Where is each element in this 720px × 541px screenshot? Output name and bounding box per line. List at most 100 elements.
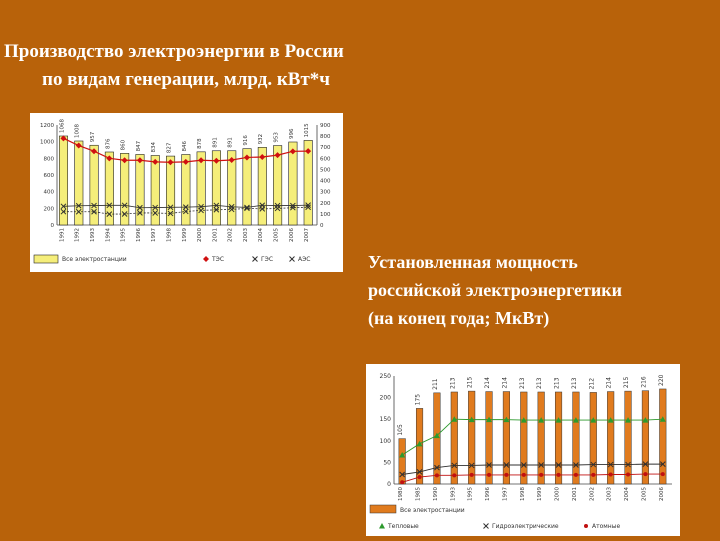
data-point — [106, 202, 113, 209]
main-title-line-1: Производство электроэнергии в России — [4, 41, 344, 62]
x-tick-label: 2000 — [197, 228, 203, 242]
data-point — [487, 472, 492, 477]
data-point — [91, 202, 97, 209]
bar — [659, 388, 667, 485]
x-tick-label: 2004 — [624, 487, 630, 501]
bar — [150, 155, 160, 226]
left-tick-label: 1000 — [40, 140, 54, 146]
left-tick-label: 1200 — [40, 123, 54, 129]
x-tick-label: 2000 — [555, 487, 561, 501]
bar-label: 834 — [151, 142, 157, 153]
bar-label: 847 — [136, 140, 142, 151]
bar-label: 860 — [121, 139, 127, 150]
data-point — [503, 462, 510, 468]
data-point — [243, 154, 250, 161]
bar — [211, 150, 221, 226]
bar-label: 213 — [554, 377, 561, 389]
x-tick-label: 1996 — [485, 487, 491, 501]
data-point — [399, 452, 406, 458]
data-point — [137, 204, 143, 211]
data-point — [486, 462, 492, 468]
legend-marker — [252, 256, 258, 262]
main-title: Производство электроэнергии в России по … — [4, 38, 474, 94]
data-point — [274, 152, 281, 159]
legend-label: Гидроэлектрические — [492, 523, 559, 530]
y-tick-label: 150 — [380, 416, 392, 423]
y-tick-label: 0 — [387, 481, 391, 488]
legend-label: ГЭС — [261, 256, 273, 263]
bar-label: 957 — [90, 131, 96, 142]
bar-label: 916 — [243, 135, 249, 146]
x-tick-label: 1995 — [121, 228, 127, 242]
data-point — [520, 417, 527, 423]
data-point — [289, 204, 296, 211]
data-point — [504, 472, 509, 477]
data-point — [167, 210, 174, 217]
data-point — [590, 417, 597, 423]
y-tick-label: 250 — [380, 373, 392, 380]
left-tick-label: 600 — [44, 173, 55, 179]
bar — [303, 140, 313, 226]
data-point — [625, 461, 631, 468]
series-line — [401, 418, 663, 456]
bar-label: 891 — [212, 137, 218, 148]
data-point — [259, 154, 266, 160]
bar-label: 214 — [501, 377, 508, 389]
legend-marker — [289, 256, 295, 262]
legend-label: Все электростанции — [400, 507, 465, 514]
bar-label: 211 — [432, 378, 439, 390]
x-tick-label: 2006 — [289, 228, 295, 242]
left-tick-label: 800 — [44, 156, 55, 162]
legend-marker — [584, 524, 588, 528]
data-point — [433, 432, 440, 439]
capacity-title-line-2: российской электроэнергетики — [368, 280, 622, 300]
data-point — [106, 211, 113, 217]
bar — [273, 145, 283, 226]
bar-label: 214 — [484, 377, 491, 389]
data-point — [244, 205, 250, 212]
bar-label: 213 — [536, 377, 543, 389]
bar — [485, 391, 493, 485]
data-point — [503, 416, 510, 423]
right-tick-label: 300 — [320, 190, 331, 196]
data-point — [106, 155, 113, 162]
right-tick-label: 800 — [320, 134, 331, 140]
data-point — [75, 208, 82, 215]
left-tick-label: 0 — [51, 223, 55, 229]
data-point — [60, 203, 67, 210]
data-point — [198, 157, 205, 164]
data-point — [121, 211, 128, 217]
data-point — [608, 472, 613, 477]
bar-label: 878 — [197, 138, 203, 149]
bar — [104, 151, 114, 226]
data-point — [121, 202, 128, 209]
legend-label: Тепловые — [387, 523, 419, 530]
data-point — [434, 464, 440, 471]
data-point — [182, 208, 189, 215]
data-point — [289, 148, 296, 155]
main-title-line-2: по видам генерации, млрд. кВт*ч — [42, 69, 331, 90]
data-point — [213, 157, 220, 164]
bar — [196, 151, 206, 226]
bar — [242, 148, 252, 226]
bar — [624, 390, 632, 485]
bar — [433, 392, 441, 485]
data-point — [590, 461, 597, 468]
bar — [120, 153, 130, 226]
x-tick-label: 1994 — [105, 228, 111, 242]
bar-label: 891 — [228, 137, 234, 148]
data-point — [659, 461, 666, 467]
data-point — [213, 202, 220, 209]
bar — [554, 391, 563, 485]
data-point — [305, 148, 312, 155]
right-tick-label: 200 — [320, 201, 331, 207]
data-point — [607, 461, 614, 468]
bar — [641, 390, 649, 485]
x-tick-label: 2004 — [258, 228, 264, 242]
data-point — [659, 416, 666, 422]
series-line — [402, 473, 663, 483]
legend-marker — [203, 256, 209, 262]
legend-marker — [483, 523, 489, 529]
data-point — [182, 158, 189, 165]
bar-label: 212 — [588, 378, 595, 390]
